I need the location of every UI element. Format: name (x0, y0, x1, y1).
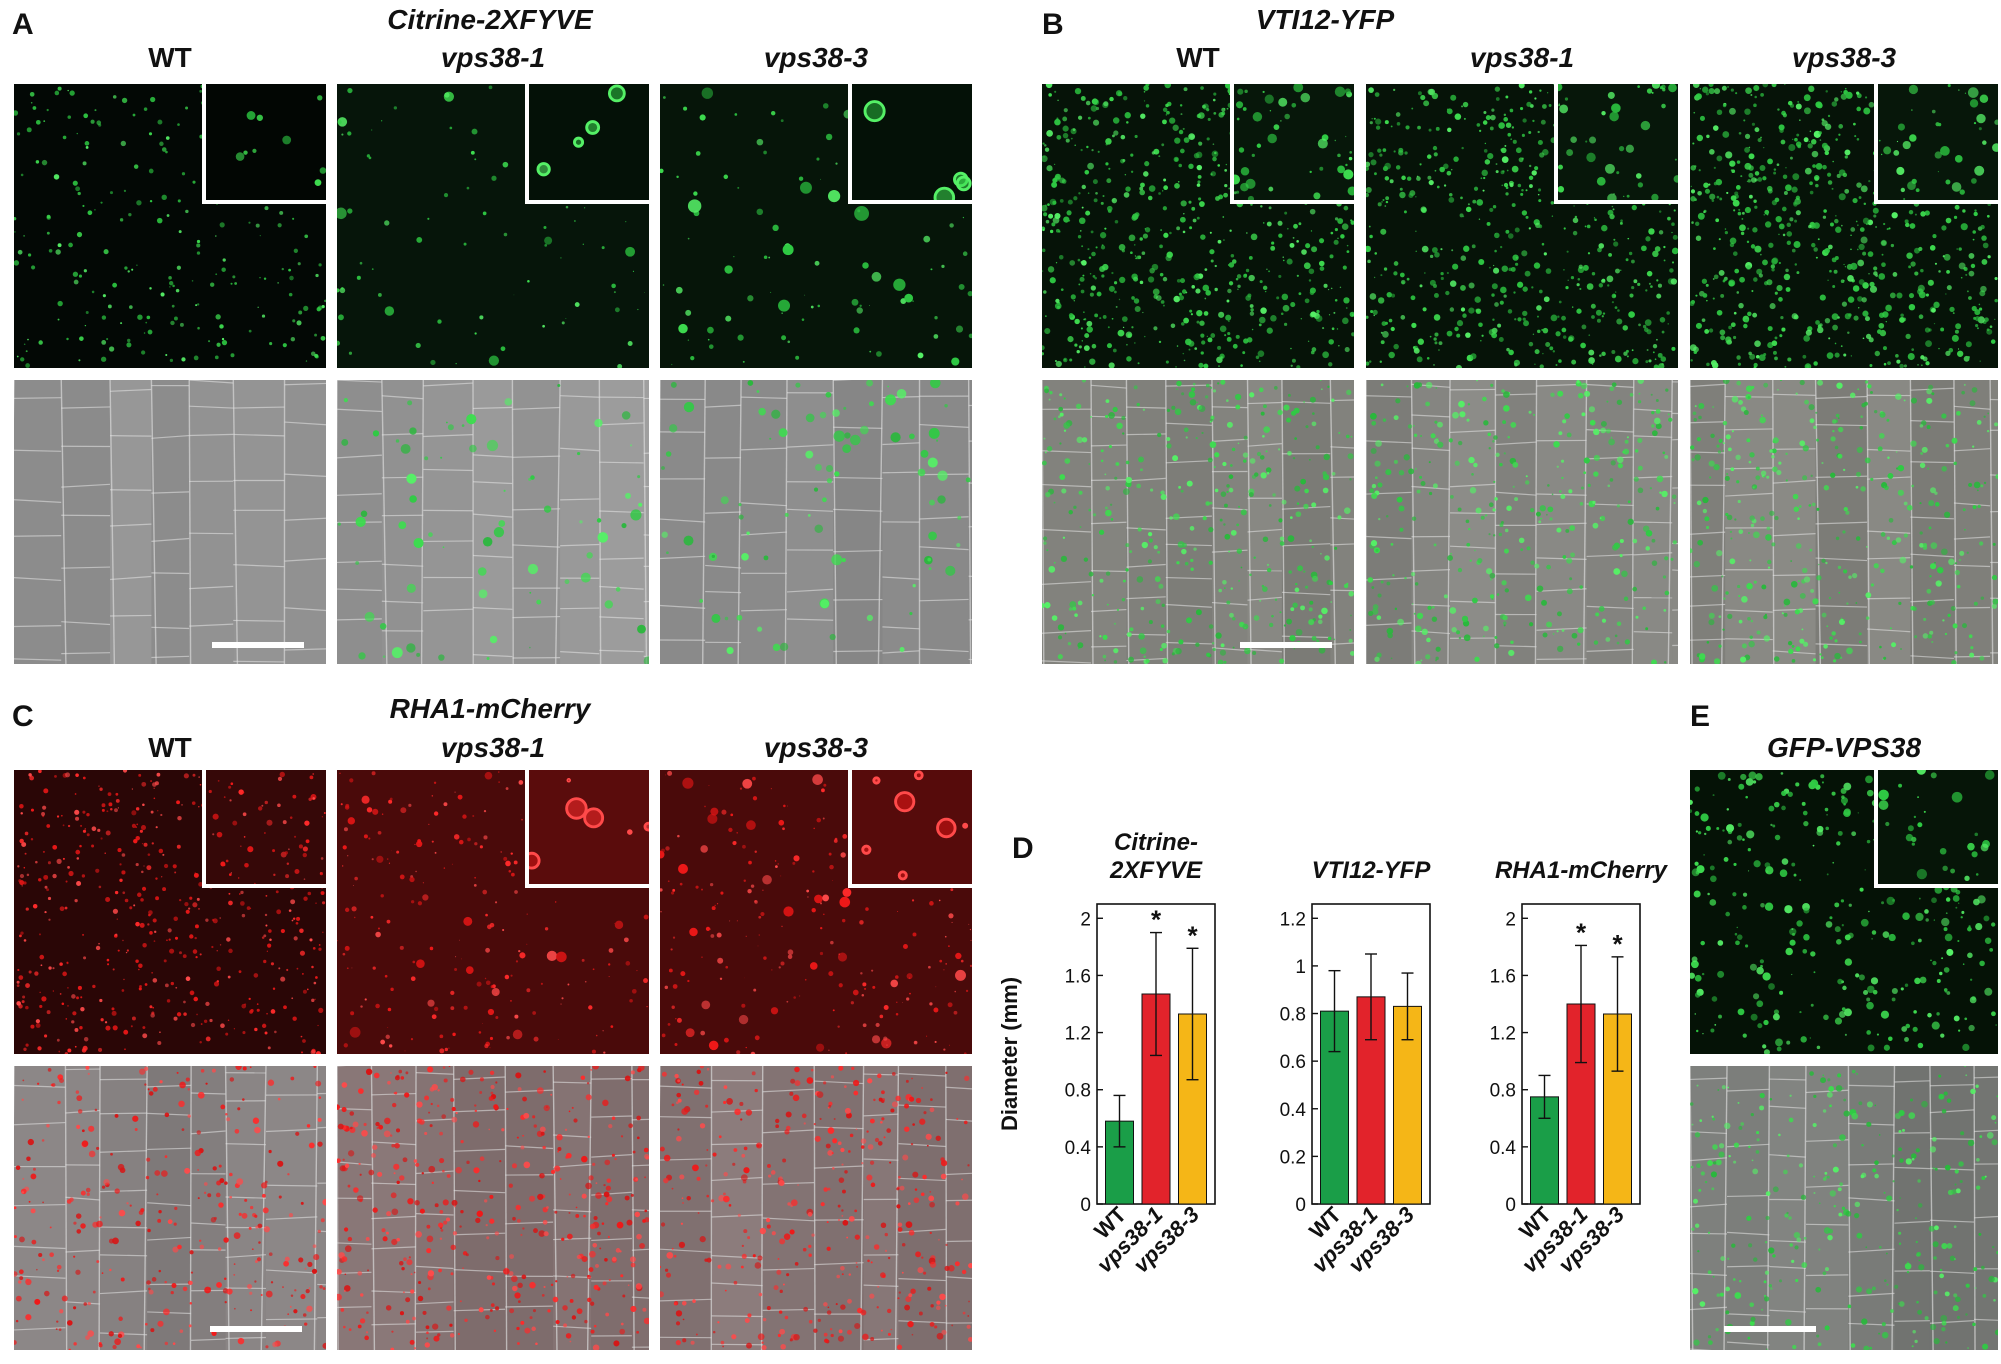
panel-e-inset (1874, 770, 1998, 888)
panel-b-vps38-1-fluorescence (1366, 84, 1678, 368)
panel-b-wt-merge (1042, 380, 1354, 664)
panel-a-vps38-1-merge (337, 380, 649, 664)
panel-e-letter: E (1690, 700, 1711, 733)
y-tick-label: 0.8 (1065, 1081, 1091, 1102)
panel-b-wt-inset (1230, 84, 1354, 204)
panel-c-vps38-3-fluorescence (660, 770, 972, 1054)
significance-star: * (1612, 929, 1623, 959)
y-tick-label: 1 (1295, 957, 1306, 978)
y-axis-label: Diameter (mm) (997, 977, 1022, 1131)
significance-star: * (1576, 917, 1587, 947)
y-tick-label: 0.8 (1490, 1081, 1516, 1102)
panel-c-letter: C (12, 700, 34, 733)
panel-a-vps38-1-fluorescence (337, 84, 649, 368)
panel-a-wt-fluorescence (14, 84, 326, 368)
panel-c-wt-fluorescence (14, 770, 326, 1054)
panel-b-vps38-1-merge (1366, 380, 1678, 664)
y-tick-label: 0.4 (1065, 1138, 1092, 1159)
panel-a-col-wt: WT (148, 42, 192, 73)
panel-b-scale-bar (1240, 642, 1332, 648)
panel-e-merge (1690, 1066, 1998, 1350)
panel-c-scale-bar (210, 1326, 302, 1332)
panel-c-col-vps38-3: vps38-3 (763, 732, 869, 763)
panel-a-letter: A (12, 8, 34, 41)
panel-a-col-vps38-3: vps38-3 (763, 42, 869, 73)
panel-e-fluorescence (1690, 770, 1998, 1054)
panel-a-col-vps38-1: vps38-1 (440, 42, 546, 73)
panel-b-wt-fluorescence (1042, 84, 1354, 368)
panel-d-charts: Citrine-2XFYVE00.40.81.21.62WT*vps38-1*v… (997, 829, 1669, 1277)
y-tick-label: 1.2 (1280, 909, 1306, 930)
y-tick-label: 0.6 (1280, 1052, 1306, 1073)
y-tick-label: 1.6 (1065, 966, 1091, 987)
panel-a-vps38-3-inset (848, 84, 972, 204)
panel-c-col-wt: WT (148, 732, 192, 763)
panel-e-scale-bar (1724, 1326, 1816, 1332)
bar-WT (1320, 1010, 1349, 1205)
y-tick-label: 0 (1505, 1195, 1516, 1216)
panel-c-vps38-1-fluorescence (337, 770, 649, 1054)
panel-b-col-vps38-1: vps38-1 (1469, 42, 1575, 73)
panel-a-vps38-3-fluorescence (660, 84, 972, 368)
y-tick-label: 2 (1505, 909, 1516, 930)
panel-b-vps38-1-inset (1554, 84, 1678, 204)
chart-title: Citrine- (1114, 829, 1198, 856)
significance-star: * (1187, 920, 1198, 950)
chart-title: RHA1-mCherry (1495, 857, 1669, 884)
y-tick-label: 0 (1295, 1195, 1306, 1216)
panel-c-vps38-1-merge (337, 1066, 649, 1350)
panel-c-vps38-3-inset (848, 770, 972, 888)
y-tick-label: 1.6 (1490, 966, 1516, 987)
panel-b-col-wt: WT (1176, 42, 1220, 73)
panel-b-vps38-3-inset (1874, 84, 1998, 204)
panel-c-title: RHA1-mCherry (389, 693, 591, 724)
panel-a-title: Citrine-2XFYVE (387, 4, 593, 35)
chart-title: VTI12-YFP (1312, 857, 1432, 884)
y-tick-label: 0.4 (1490, 1138, 1517, 1159)
panel-a-wt-inset (202, 84, 326, 204)
chart-title: 2XFYVE (1109, 857, 1203, 884)
significance-star: * (1151, 905, 1162, 935)
y-tick-label: 0.4 (1280, 1100, 1307, 1121)
panel-b-vps38-3-merge (1690, 380, 1998, 664)
panel-a-scale-bar (212, 642, 304, 648)
y-tick-label: 2 (1080, 909, 1091, 930)
panel-c-wt-inset (202, 770, 326, 888)
y-tick-label: 1.2 (1065, 1024, 1091, 1045)
y-tick-label: 0.8 (1280, 1005, 1306, 1026)
y-tick-label: 0.2 (1280, 1147, 1306, 1168)
panel-c-wt-merge (14, 1066, 326, 1350)
panel-d-letter: D (1012, 832, 1034, 865)
panel-b-vps38-3-fluorescence (1690, 84, 1998, 368)
panel-e-title: GFP-VPS38 (1766, 732, 1922, 763)
panel-c-col-vps38-1: vps38-1 (440, 732, 546, 763)
panel-b-title: VTI12-YFP (1255, 4, 1395, 35)
panel-a-wt-brightfield (14, 380, 326, 664)
y-tick-label: 1.2 (1490, 1024, 1516, 1045)
y-tick-label: 0 (1080, 1195, 1091, 1216)
panel-b-letter: B (1042, 8, 1064, 41)
panel-c-vps38-3-merge (660, 1066, 972, 1350)
panel-b-col-vps38-3: vps38-3 (1791, 42, 1897, 73)
panel-a-vps38-1-inset (525, 84, 649, 204)
panel-c-vps38-1-inset (525, 770, 649, 888)
panel-a-vps38-3-merge (660, 380, 972, 664)
